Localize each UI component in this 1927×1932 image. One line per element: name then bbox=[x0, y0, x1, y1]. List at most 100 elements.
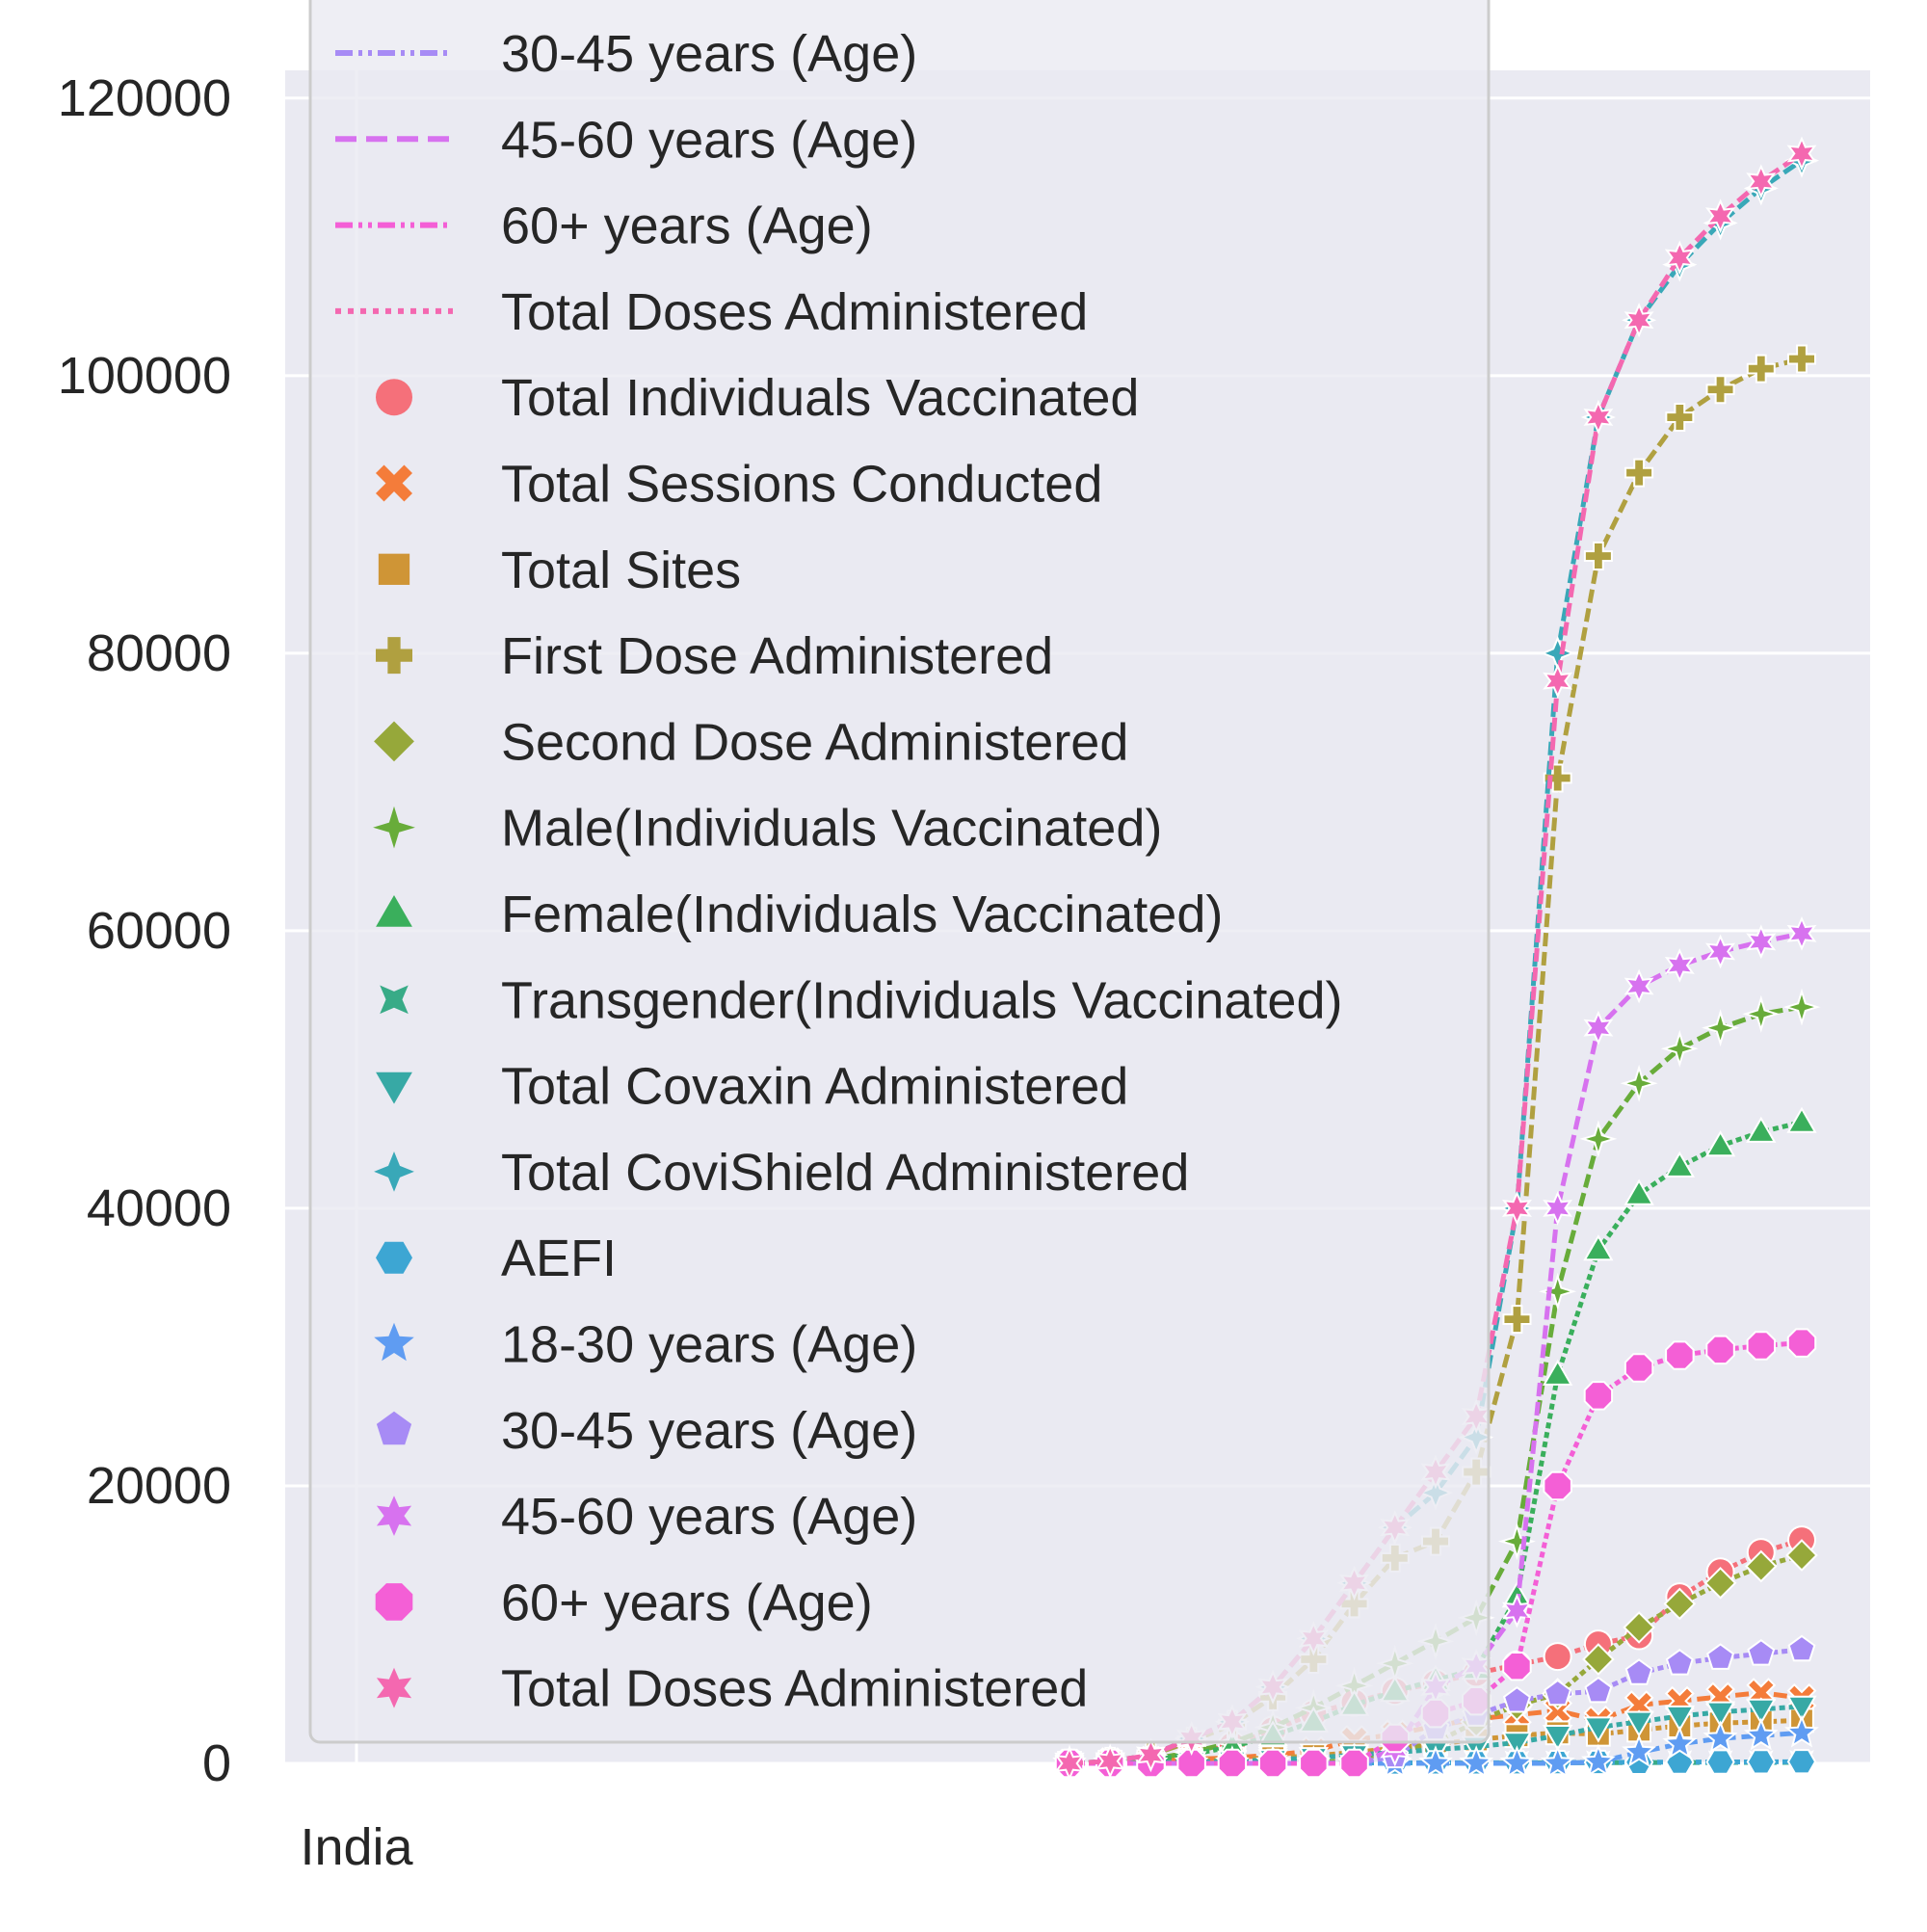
data-point bbox=[1785, 1539, 1818, 1572]
legend-marker-swatch bbox=[376, 1241, 412, 1274]
data-point bbox=[1705, 1335, 1735, 1365]
legend-marker-swatch bbox=[378, 553, 410, 585]
data-point bbox=[1662, 1725, 1698, 1760]
data-point bbox=[1543, 763, 1572, 793]
data-point bbox=[1620, 1064, 1658, 1102]
data-point bbox=[1543, 663, 1573, 699]
data-point bbox=[1257, 1748, 1288, 1779]
legend-label: Male(Individuals Vaccinated) bbox=[501, 800, 1162, 858]
data-point bbox=[1786, 136, 1817, 172]
legend-box bbox=[308, 0, 1491, 1744]
data-point bbox=[1583, 1716, 1614, 1743]
x-tick-label: India bbox=[300, 1818, 413, 1876]
data-point bbox=[1544, 1679, 1572, 1707]
legend-label: Total Doses Administered bbox=[501, 1660, 1088, 1718]
data-point bbox=[1704, 1701, 1736, 1728]
legend-marker-swatch bbox=[376, 1495, 412, 1536]
data-point bbox=[1623, 1178, 1654, 1205]
data-point bbox=[1502, 1652, 1532, 1681]
data-point bbox=[1299, 1748, 1329, 1779]
legend-marker-swatch bbox=[376, 1667, 412, 1708]
data-point bbox=[1583, 1010, 1614, 1045]
y-tick-label: 60000 bbox=[87, 902, 231, 960]
data-point bbox=[1583, 400, 1614, 435]
data-point bbox=[1786, 1749, 1817, 1775]
data-point bbox=[1502, 1305, 1532, 1335]
data-point bbox=[1787, 1634, 1816, 1662]
data-point bbox=[1702, 1009, 1740, 1047]
data-point bbox=[1135, 1737, 1166, 1773]
data-point bbox=[1459, 1745, 1494, 1779]
data-point bbox=[1579, 1120, 1618, 1158]
data-point bbox=[1782, 988, 1821, 1026]
y-tick-label: 20000 bbox=[87, 1457, 231, 1515]
legend-marker-swatch bbox=[374, 721, 414, 762]
data-point bbox=[1665, 403, 1695, 433]
legend-marker-swatch bbox=[376, 637, 412, 675]
data-point bbox=[1705, 934, 1736, 969]
data-point bbox=[1742, 994, 1781, 1033]
data-point bbox=[1540, 1745, 1575, 1779]
y-axis-tick-labels: 0 20000 40000 60000 80000 100000 120000 bbox=[58, 69, 231, 1792]
legend-label: Total CoviShield Administered bbox=[501, 1144, 1189, 1202]
legend-label: Total Covaxin Administered bbox=[501, 1058, 1128, 1116]
legend-marker-swatch bbox=[373, 806, 415, 849]
data-point bbox=[1784, 1714, 1819, 1748]
data-point bbox=[1746, 1749, 1776, 1775]
legend-label: 30-45 years (Age) bbox=[501, 1402, 917, 1460]
legend-label: Total Doses Administered bbox=[501, 283, 1088, 341]
data-point bbox=[1054, 1746, 1085, 1781]
data-point bbox=[1501, 1191, 1532, 1226]
data-point bbox=[1703, 1566, 1737, 1600]
legend-marker-swatch bbox=[380, 985, 409, 1015]
data-point bbox=[1786, 915, 1817, 951]
data-point bbox=[1663, 1587, 1697, 1621]
legend-marker-swatch bbox=[376, 1072, 412, 1104]
data-point bbox=[1623, 1353, 1654, 1383]
data-point bbox=[1499, 1745, 1535, 1779]
legend-label: Second Dose Administered bbox=[501, 713, 1128, 771]
data-point bbox=[1747, 1638, 1776, 1666]
legend-label: 18-30 years (Age) bbox=[501, 1316, 917, 1374]
data-point bbox=[1743, 1717, 1779, 1751]
legend-marker-swatch bbox=[375, 1583, 413, 1621]
data-point bbox=[1623, 968, 1654, 1004]
data-point bbox=[1665, 1340, 1695, 1370]
data-point bbox=[1542, 1725, 1573, 1752]
data-point bbox=[1624, 1658, 1653, 1685]
y-tick-label: 120000 bbox=[58, 69, 231, 127]
data-point bbox=[1502, 1685, 1531, 1713]
data-point bbox=[1339, 1748, 1369, 1779]
legend-label: Total Sites bbox=[501, 542, 741, 599]
legend-marker-swatch bbox=[376, 895, 412, 927]
legend: 30-45 years (Age) 45-60 years (Age) 60+ ye… bbox=[308, 0, 1491, 1744]
y-tick-label: 40000 bbox=[87, 1179, 231, 1237]
data-point bbox=[1623, 303, 1654, 338]
data-point bbox=[1706, 1643, 1735, 1670]
data-point bbox=[1581, 1743, 1616, 1777]
data-point bbox=[1418, 1745, 1453, 1779]
legend-marker-swatch bbox=[376, 379, 412, 416]
data-point bbox=[1703, 1720, 1738, 1754]
data-point bbox=[1664, 1705, 1696, 1732]
data-point bbox=[1744, 1549, 1778, 1583]
legend-marker-swatch bbox=[376, 464, 412, 502]
legend-label: Total Individuals Vaccinated bbox=[501, 369, 1139, 427]
data-point bbox=[1176, 1748, 1206, 1779]
y-tick-label: 80000 bbox=[87, 624, 231, 682]
data-point bbox=[1095, 1743, 1125, 1779]
legend-marker-swatch bbox=[376, 1411, 412, 1445]
legend-label: 45-60 years (Age) bbox=[501, 1488, 917, 1546]
data-point bbox=[1542, 1359, 1573, 1386]
data-point bbox=[1543, 1642, 1572, 1672]
data-point bbox=[1543, 1470, 1572, 1501]
data-point bbox=[1664, 1151, 1696, 1178]
data-point bbox=[1746, 1116, 1777, 1143]
data-point bbox=[1704, 1130, 1736, 1157]
data-point bbox=[1660, 1029, 1699, 1068]
data-point bbox=[1624, 458, 1654, 488]
legend-label: 30-45 years (Age) bbox=[501, 25, 917, 83]
data-point bbox=[1664, 948, 1695, 983]
data-point bbox=[1583, 542, 1613, 571]
